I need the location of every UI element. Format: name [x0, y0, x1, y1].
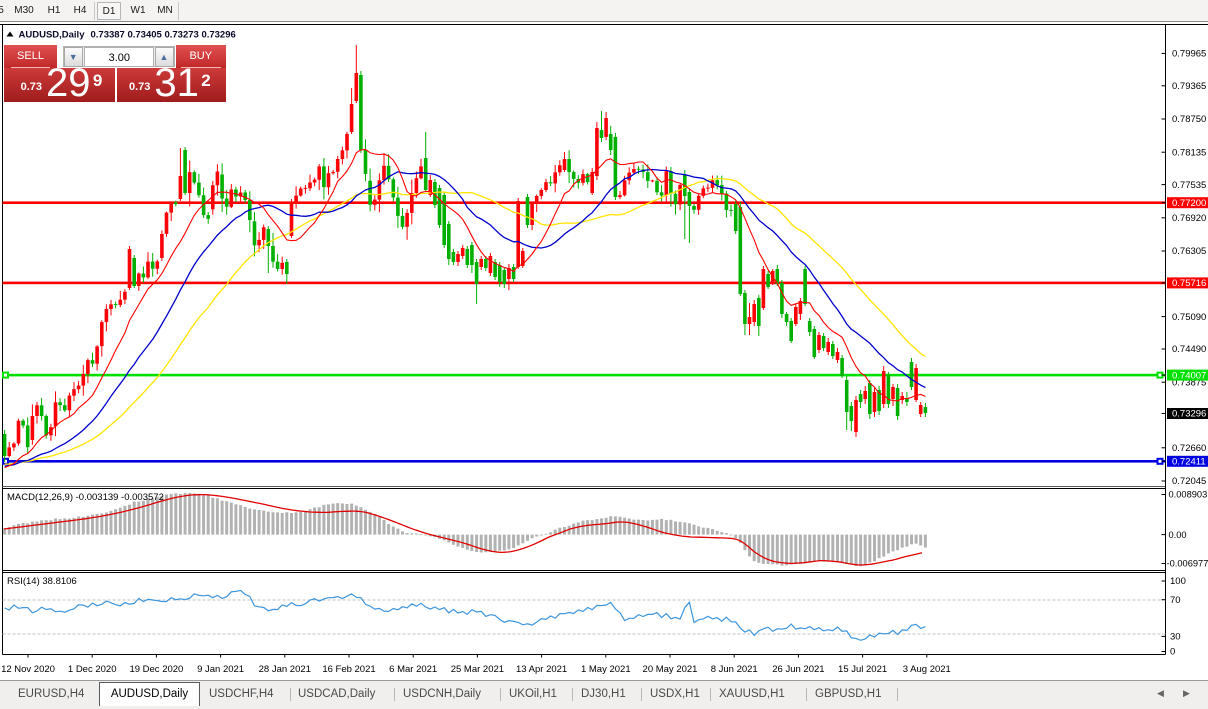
svg-text:3 Aug 2021: 3 Aug 2021: [903, 664, 951, 675]
svg-text:0.00: 0.00: [1169, 530, 1187, 540]
svg-text:70: 70: [1170, 595, 1181, 606]
svg-text:19 Dec 2020: 19 Dec 2020: [129, 664, 183, 675]
svg-text:0.74490: 0.74490: [1172, 344, 1206, 355]
svg-text:0.76305: 0.76305: [1172, 246, 1206, 257]
svg-text:0.72045: 0.72045: [1172, 476, 1206, 487]
svg-text:8 Jun 2021: 8 Jun 2021: [711, 664, 758, 675]
svg-text:0.73296: 0.73296: [1172, 409, 1206, 420]
svg-text:MACD(12,26,9) -0.003139 -0.003: MACD(12,26,9) -0.003139 -0.003572: [7, 492, 164, 503]
svg-text:100: 100: [1170, 576, 1186, 587]
svg-text:0.72411: 0.72411: [1172, 457, 1206, 468]
svg-text:13 Apr 2021: 13 Apr 2021: [516, 664, 567, 675]
svg-text:0.78750: 0.78750: [1172, 114, 1206, 125]
svg-text:15 Jul 2021: 15 Jul 2021: [838, 664, 887, 675]
svg-text:20 May 2021: 20 May 2021: [643, 664, 698, 675]
svg-text:30: 30: [1170, 632, 1181, 643]
svg-text:0.75090: 0.75090: [1172, 312, 1206, 323]
svg-text:28 Jan 2021: 28 Jan 2021: [259, 664, 311, 675]
svg-text:16 Feb 2021: 16 Feb 2021: [322, 664, 375, 675]
svg-text:0.008903: 0.008903: [1169, 490, 1208, 500]
svg-text:9 Jan 2021: 9 Jan 2021: [197, 664, 244, 675]
svg-text:0.78135: 0.78135: [1172, 147, 1206, 158]
svg-text:-0.006977: -0.006977: [1167, 559, 1208, 569]
svg-text:25 Mar 2021: 25 Mar 2021: [451, 664, 504, 675]
svg-text:0.77200: 0.77200: [1172, 198, 1206, 209]
svg-text:0.76920: 0.76920: [1172, 213, 1206, 224]
svg-text:0.72660: 0.72660: [1172, 443, 1206, 454]
svg-text:0.73875: 0.73875: [1172, 377, 1206, 388]
svg-text:0.75716: 0.75716: [1172, 278, 1206, 289]
svg-text:6 Mar 2021: 6 Mar 2021: [389, 664, 437, 675]
svg-text:AUDUSD,Daily: AUDUSD,Daily: [19, 30, 86, 41]
svg-text:0: 0: [1170, 647, 1175, 658]
svg-text:0.73387 0.73405 0.73273 0.7329: 0.73387 0.73405 0.73273 0.73296: [91, 30, 236, 41]
svg-text:1 May 2021: 1 May 2021: [581, 664, 631, 675]
svg-text:RSI(14) 38.8106: RSI(14) 38.8106: [7, 576, 77, 587]
svg-text:1 Dec 2020: 1 Dec 2020: [68, 664, 117, 675]
svg-text:0.79365: 0.79365: [1172, 81, 1206, 92]
svg-text:26 Jun 2021: 26 Jun 2021: [772, 664, 824, 675]
svg-text:0.77535: 0.77535: [1172, 180, 1206, 191]
svg-text:0.74007: 0.74007: [1172, 370, 1206, 381]
svg-text:0.79965: 0.79965: [1172, 49, 1206, 60]
svg-text:12 Nov 2020: 12 Nov 2020: [1, 664, 55, 675]
